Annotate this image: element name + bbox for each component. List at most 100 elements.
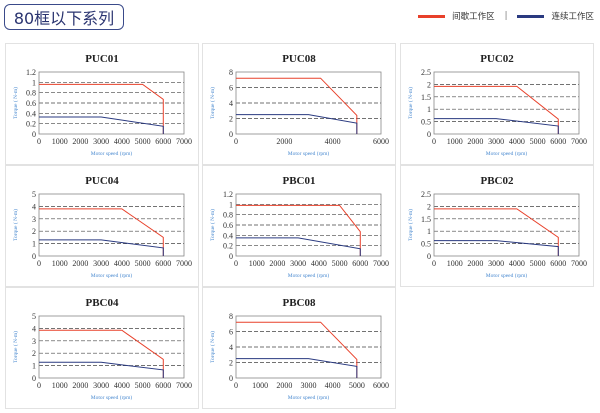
- series-continuous-line: [39, 116, 164, 134]
- legend-swatch-intermittent: [418, 14, 446, 18]
- y-tick-label: 3: [32, 337, 36, 346]
- y-axis-label: Torque ( N-m): [12, 331, 19, 363]
- x-axis-label: Motor speed (rpm): [288, 150, 330, 157]
- chart-svg: PUC08 0 2 4 6 8 0 2000 4000 6000 Motor speed (rpm)…: [209, 53, 389, 157]
- x-axis-label: Motor speed (rpm): [91, 394, 133, 401]
- y-tick-label: 0.6: [223, 221, 233, 230]
- series-intermittent-line: [236, 321, 358, 378]
- x-tick-label: 3000: [93, 381, 109, 390]
- y-tick-label: 5: [32, 312, 36, 321]
- y-tick-label: 1: [229, 200, 233, 209]
- y-axis-label: Torque ( N-m): [12, 209, 19, 241]
- x-axis-label: Motor speed (rpm): [486, 272, 528, 279]
- x-tick-label: 3000: [93, 259, 109, 268]
- y-tick-label: 1: [32, 362, 36, 371]
- x-tick-label: 7000: [571, 137, 587, 146]
- x-tick-label: 1000: [52, 137, 68, 146]
- legend-label-intermittent: 间歇工作区: [452, 12, 495, 22]
- x-tick-label: 2000: [72, 381, 88, 390]
- x-tick-label: 0: [37, 137, 41, 146]
- plot-area: [235, 71, 382, 135]
- y-tick-label: 2: [229, 359, 233, 368]
- y-tick-label: 8: [229, 312, 233, 321]
- y-tick-label: 0.5: [421, 118, 431, 127]
- x-tick-label: 2000: [467, 137, 483, 146]
- x-tick-label: 2000: [276, 381, 292, 390]
- series-intermittent-line: [39, 329, 164, 378]
- series-intermittent-line: [39, 83, 164, 134]
- y-tick-label: 4: [229, 99, 233, 108]
- x-tick-label: 5000: [332, 259, 348, 268]
- y-tick-label: 0: [427, 130, 431, 139]
- y-tick-label: 0: [32, 374, 36, 383]
- plot-area: [433, 71, 580, 135]
- plot-area: [38, 71, 185, 135]
- plot-area: [235, 193, 382, 257]
- chart-title: PUC01: [85, 53, 119, 65]
- y-axis-label: Torque ( N-m): [407, 209, 414, 241]
- y-tick-label: 1: [427, 227, 431, 236]
- x-tick-label: 7000: [176, 381, 192, 390]
- chart-card-pbc01: PBC01 0 0.2 0.4 0.6 0.8 1 1.2 0 1000 2000 3000 4000 5…: [202, 165, 396, 287]
- series-intermittent-line: [39, 208, 164, 256]
- x-tick-label: 2000: [72, 137, 88, 146]
- x-tick-label: 4000: [114, 137, 130, 146]
- x-tick-label: 2000: [72, 259, 88, 268]
- y-axis-label: Torque ( N-m): [12, 87, 19, 119]
- x-tick-label: 1000: [52, 381, 68, 390]
- y-tick-label: 2.5: [421, 68, 431, 77]
- y-tick-label: 0.4: [26, 109, 36, 118]
- x-tick-label: 6000: [550, 137, 566, 146]
- series-continuous-line: [236, 114, 358, 134]
- y-tick-label: 1.2: [223, 190, 233, 199]
- x-tick-label: 3000: [488, 137, 504, 146]
- x-tick-label: 0: [234, 137, 238, 146]
- y-tick-label: 2: [427, 202, 431, 211]
- chart-card-pbc02: PBC02 0 0.5 1 1.5 2 2.5 0 1000 2000 3000 4000 5000 60…: [400, 165, 594, 287]
- x-tick-label: 3000: [93, 137, 109, 146]
- y-tick-label: 5: [32, 190, 36, 199]
- series-continuous-line: [39, 239, 164, 256]
- y-tick-label: 0.8: [26, 89, 36, 98]
- x-tick-label: 4000: [325, 137, 341, 146]
- x-tick-label: 6000: [373, 381, 389, 390]
- y-tick-label: 1: [32, 78, 36, 87]
- x-axis-label: Motor speed (rpm): [91, 150, 133, 157]
- x-tick-label: 0: [432, 137, 436, 146]
- y-tick-label: 0.2: [26, 120, 36, 129]
- chart-svg: PUC04 0 1 2 3 4 5 0 1000 2000 3000 4000 5000 6000 7000…: [12, 175, 192, 279]
- x-tick-label: 5000: [530, 259, 546, 268]
- legend: 间歇工作区 | 连续工作区: [418, 10, 594, 22]
- x-tick-label: 5000: [135, 137, 151, 146]
- x-tick-label: 5000: [530, 137, 546, 146]
- x-axis-label: Motor speed (rpm): [288, 272, 330, 279]
- series-continuous-line: [434, 240, 559, 256]
- y-axis-label: Torque ( N-m): [407, 87, 414, 119]
- x-tick-label: 7000: [176, 137, 192, 146]
- y-axis-label: Torque ( N-m): [209, 87, 216, 119]
- y-tick-label: 4: [32, 324, 36, 333]
- y-tick-label: 4: [32, 202, 36, 211]
- y-tick-label: 0.4: [223, 231, 233, 240]
- x-tick-label: 7000: [571, 259, 587, 268]
- x-tick-label: 4000: [509, 137, 525, 146]
- chart-title: PUC04: [85, 175, 119, 187]
- legend-swatch-continuous: [517, 14, 545, 18]
- series-intermittent-line: [434, 85, 559, 134]
- x-tick-label: 4000: [311, 259, 327, 268]
- y-tick-label: 0: [229, 130, 233, 139]
- y-tick-label: 1: [427, 105, 431, 114]
- y-tick-label: 0.6: [26, 99, 36, 108]
- chart-title: PBC02: [481, 175, 515, 187]
- x-tick-label: 2000: [269, 259, 285, 268]
- x-tick-label: 6000: [352, 259, 368, 268]
- series-continuous-line: [236, 358, 358, 378]
- x-tick-label: 7000: [373, 259, 389, 268]
- y-tick-label: 2: [229, 115, 233, 124]
- chart-svg: PBC02 0 0.5 1 1.5 2 2.5 0 1000 2000 3000 4000 5000 60…: [407, 175, 587, 279]
- chart-title: PUC02: [480, 53, 514, 65]
- x-tick-label: 0: [234, 259, 238, 268]
- y-tick-label: 0: [32, 130, 36, 139]
- x-axis-label: Motor speed (rpm): [91, 272, 133, 279]
- y-tick-label: 6: [229, 328, 233, 337]
